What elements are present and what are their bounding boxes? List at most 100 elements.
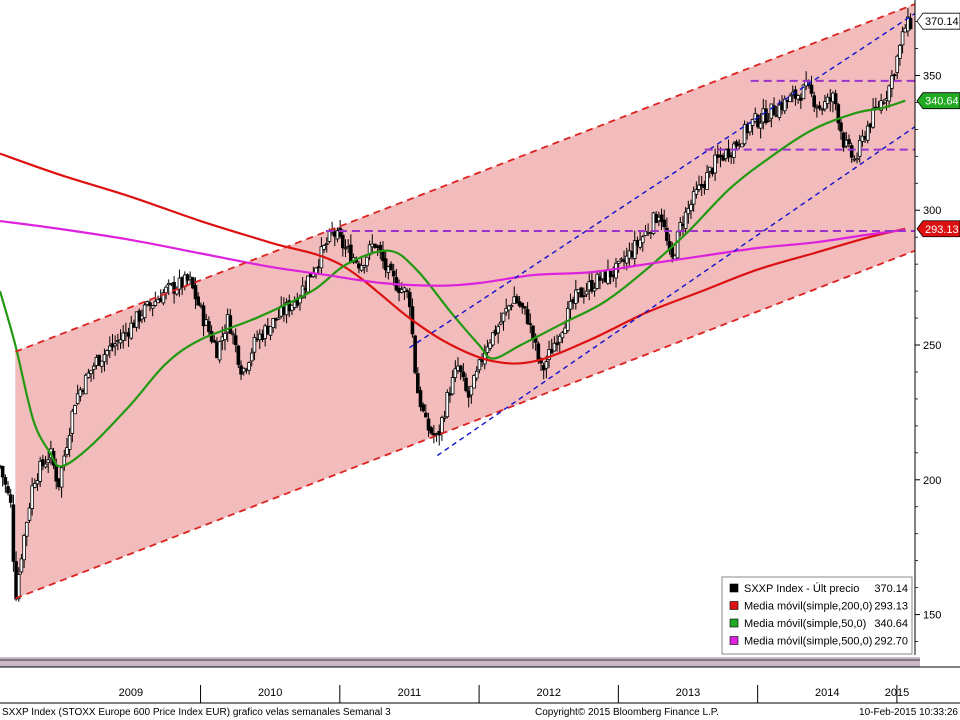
candle-body [429,427,433,434]
candle-body [509,305,514,308]
candle-body [365,256,369,266]
candle-body [65,447,69,455]
candle-body [520,302,525,308]
candle-body [341,234,345,249]
candle-body [442,416,447,419]
candle-body [705,172,709,190]
candle-body [121,332,125,341]
candle-body [683,211,688,230]
candle-body [552,342,557,352]
x-year-label: 2010 [258,687,282,699]
candle-body [424,412,428,418]
legend-box [721,576,913,655]
candle-body [675,231,680,259]
candle-body [405,290,409,292]
candle-body [616,260,621,264]
candle-body [73,404,77,415]
candle-body [579,287,583,298]
candle-body [97,354,101,366]
candle-body [383,258,388,271]
candle-body [474,370,479,379]
candle-body [847,139,851,145]
candle-body [697,184,701,190]
candle-body [16,574,21,600]
candle-body [83,374,88,395]
candle-body [453,368,458,378]
candle-body [908,18,913,29]
candle-body [86,372,91,378]
candle-body [871,108,875,128]
candle-body [99,360,104,367]
price-tag-box [916,220,960,238]
candle-body [217,341,222,361]
candle-body [515,296,519,303]
legend-entry-name: SXXP Index - Últ precio [744,582,859,595]
candle-body [809,84,814,94]
candle-body [402,287,407,292]
candle-body [362,265,367,268]
candle-body [359,265,364,271]
price-tag-box [916,92,960,110]
candle-body [788,95,792,103]
price-tags-layer: 370.14 340.64 293.13 [916,12,960,238]
candle-body [857,139,862,157]
candle-body [461,371,466,378]
candle-body [153,300,158,306]
candle-body [490,332,495,346]
candle-body [796,95,800,100]
moving-averages-layer [0,99,906,468]
candle-body [801,84,806,100]
candle-body [892,74,897,76]
candle-body [46,459,51,464]
legend-entry-value: 292.70 [874,636,908,648]
candle-body [619,258,624,261]
candle-body [678,222,683,232]
trend-lower-line [436,126,916,457]
candle-body [694,189,699,195]
candle-body [247,362,251,371]
candle-body [464,377,468,391]
candle-body [161,292,166,304]
candle-body [207,321,211,333]
candle-body [488,342,492,349]
legend-entry-value: 293.13 [874,601,908,613]
candle-body [686,207,691,215]
legend-swatch [729,601,739,610]
legend-swatch [729,583,739,593]
candle-body [191,277,195,289]
candle-body [193,285,198,300]
candle-body [11,504,16,562]
candle-body [38,461,42,482]
candle-body [252,337,257,353]
x-axis-band [0,657,920,667]
candle-body [764,108,768,124]
candle-body [223,333,227,340]
candle-body [691,191,696,205]
candle-body [485,346,490,354]
candle-body [413,335,417,373]
candle-body [855,158,859,161]
candle-body [662,219,667,228]
candle-body [614,262,618,279]
candle-body [445,392,450,418]
candle-body [113,343,117,347]
ma-50-line [0,99,906,468]
candle-body [33,483,37,488]
y-tick-label: 300 [923,205,941,217]
candle-body [373,243,377,248]
candle-body [900,31,905,46]
y-tick-label: 350 [923,70,941,82]
candle-body [689,204,693,211]
candle-body [19,558,24,573]
candle-body [820,108,825,111]
candle-body [35,480,40,485]
candle-body [898,44,902,59]
candle-body [22,535,26,561]
candle-body [0,466,5,478]
candle-body [895,55,900,73]
legend-swatch [729,618,739,628]
candle-body [164,286,168,294]
price-tag-label: 340.64 [925,96,959,108]
candle-body [574,289,578,304]
